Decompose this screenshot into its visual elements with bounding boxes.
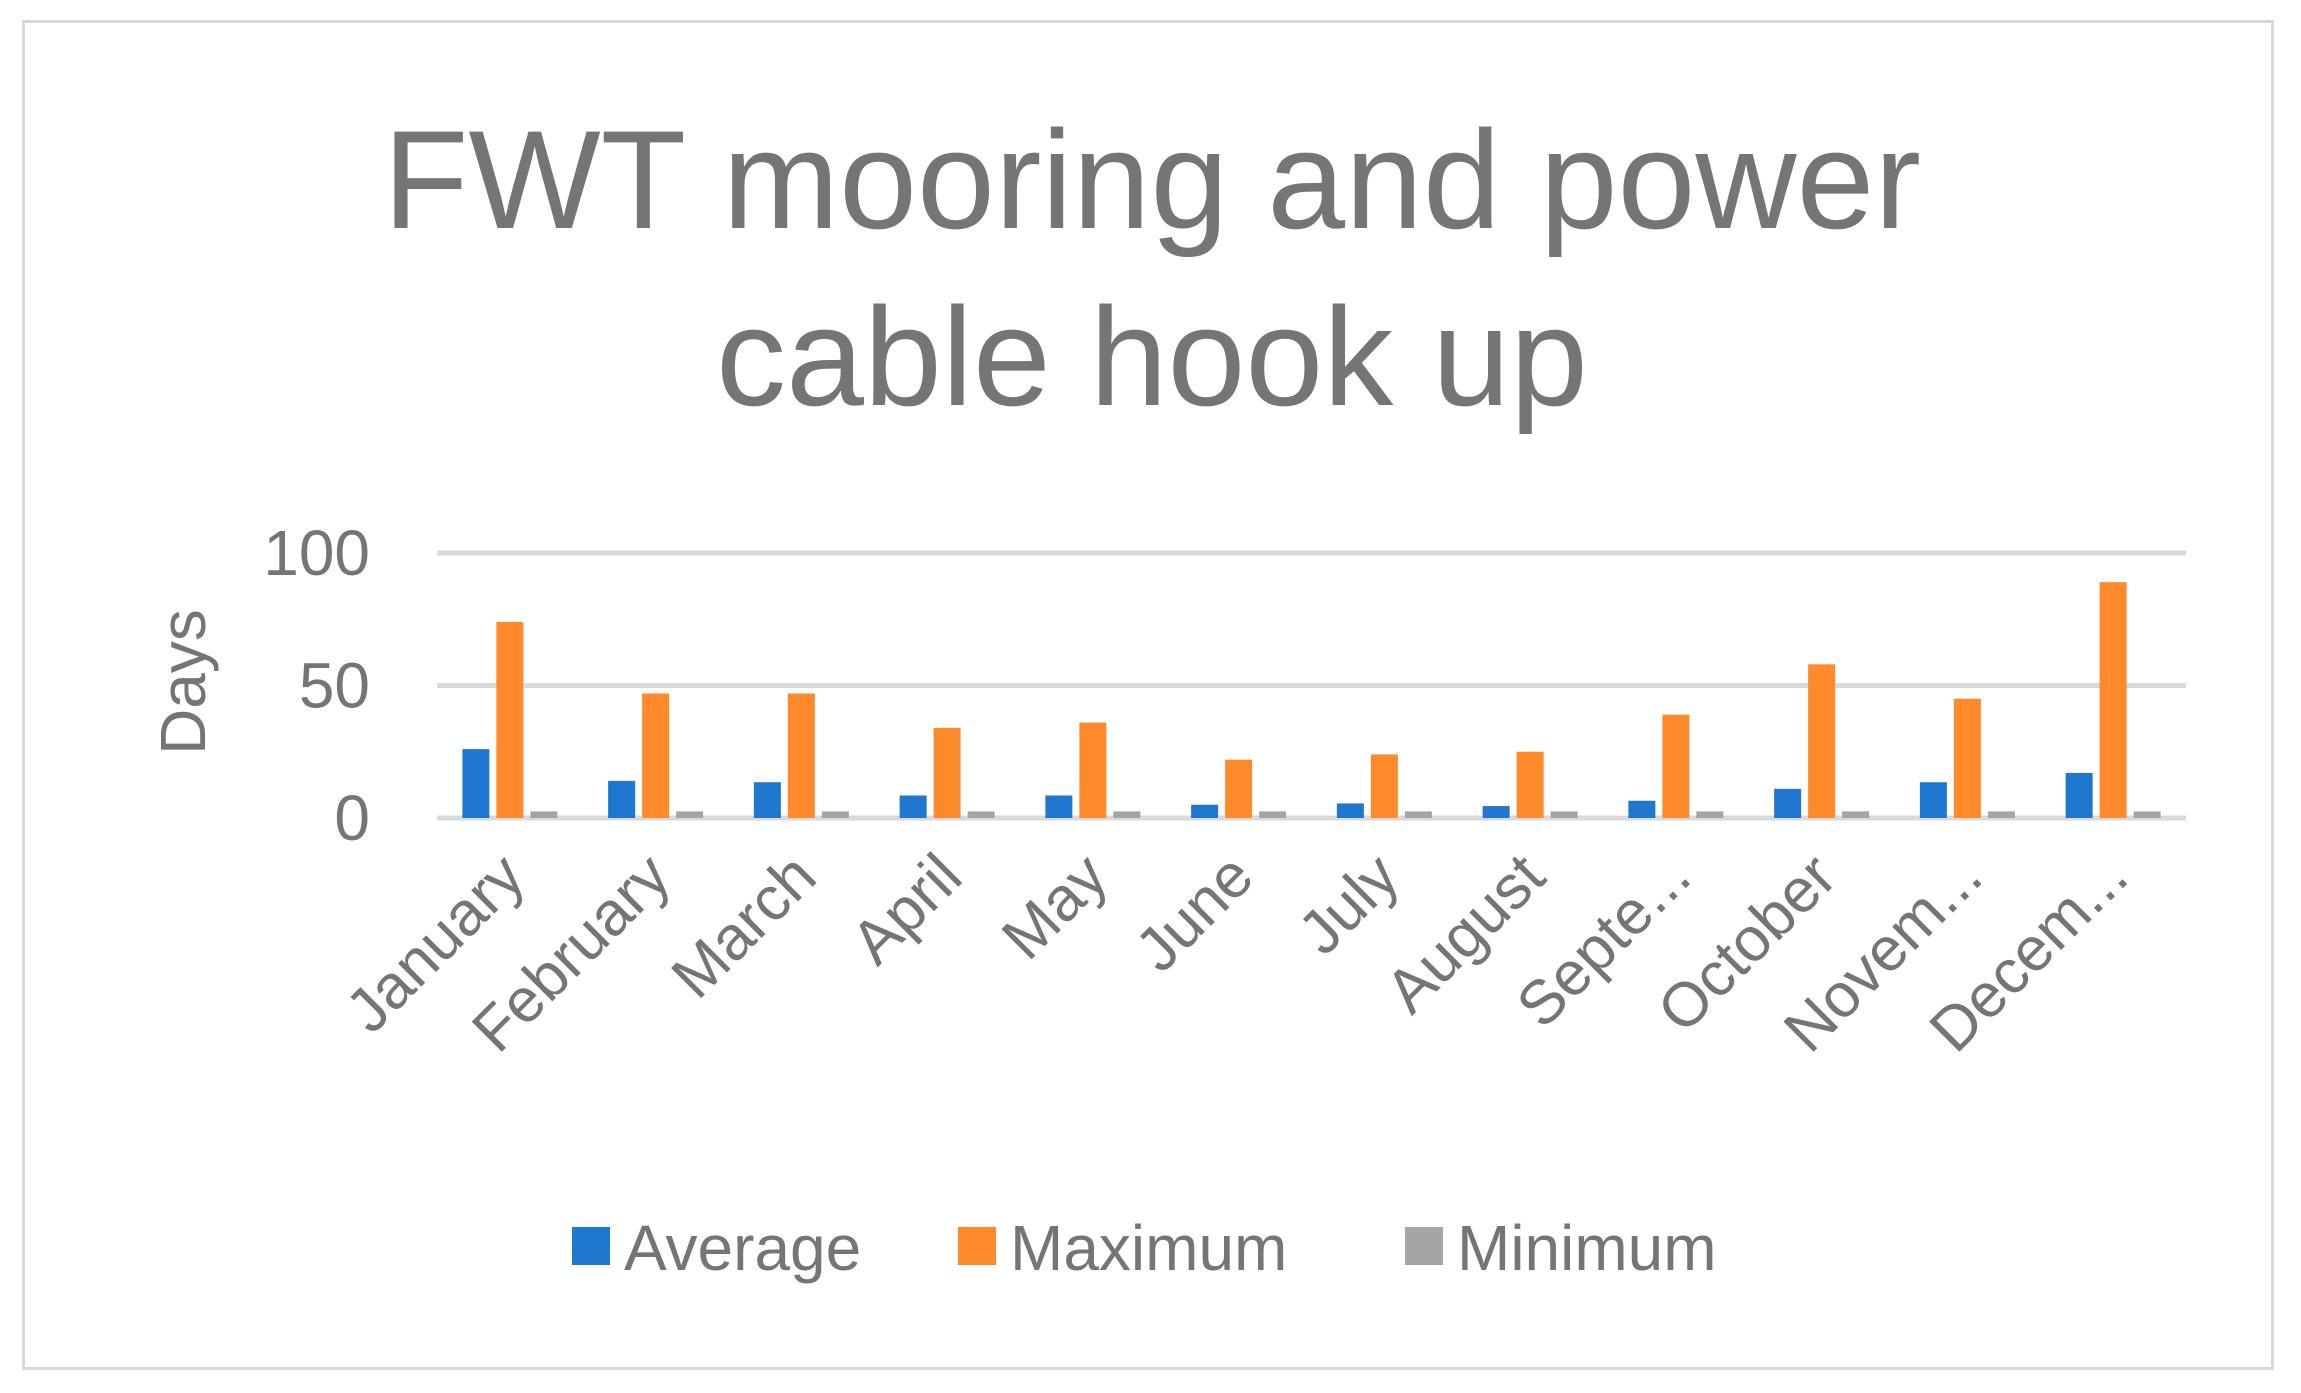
bar-minimum-9	[1696, 811, 1724, 818]
bar-maximum-10	[1808, 664, 1836, 818]
bar-maximum-2	[642, 693, 670, 818]
bar-minimum-12	[2133, 811, 2161, 818]
bar-average-4	[899, 795, 927, 818]
x-tick-label: May	[989, 841, 1121, 973]
bar-average-10	[1774, 788, 1802, 818]
chart-frame	[22, 20, 2274, 1370]
bar-maximum-12	[2099, 582, 2127, 818]
bar-maximum-1	[496, 621, 524, 818]
bar-average-5	[1045, 795, 1073, 818]
legend-swatch-minimum	[1405, 1227, 1443, 1265]
bar-minimum-11	[1987, 811, 2015, 818]
legend-swatch-average	[572, 1227, 610, 1265]
legend: Average Maximum Minimum	[572, 1212, 1717, 1284]
bar-average-8	[1482, 806, 1510, 818]
bar-maximum-11	[1953, 698, 1981, 818]
bar-average-7	[1336, 803, 1364, 818]
bar-average-11	[1919, 782, 1947, 818]
x-tick-label: March	[659, 841, 830, 1012]
bar-minimum-2	[676, 811, 704, 818]
y-tick-label: 0	[334, 782, 370, 854]
chart-title-line-2: cable hook up	[716, 278, 1588, 435]
y-tick-label: 50	[299, 650, 370, 722]
bars	[462, 582, 2161, 818]
bar-maximum-7	[1370, 754, 1398, 818]
x-tick-label: June	[1123, 841, 1267, 985]
chart-title-line-1: FWT mooring and power	[383, 101, 1921, 258]
gridlines	[437, 550, 2186, 821]
bar-maximum-9	[1662, 714, 1690, 818]
bar-minimum-7	[1404, 811, 1432, 818]
bar-minimum-5	[1113, 811, 1141, 818]
y-tick-label: 100	[263, 517, 370, 589]
bar-maximum-3	[787, 693, 815, 818]
bar-minimum-6	[1259, 811, 1287, 818]
chart-title: FWT mooring and power cable hook up	[383, 101, 1921, 435]
bar-maximum-6	[1225, 759, 1253, 818]
bar-minimum-3	[821, 811, 849, 818]
legend-label-minimum: Minimum	[1457, 1212, 1717, 1284]
bar-minimum-10	[1842, 811, 1870, 818]
bar-average-6	[1191, 804, 1219, 818]
bar-average-1	[462, 749, 490, 818]
bar-minimum-8	[1550, 811, 1578, 818]
bar-maximum-5	[1079, 722, 1107, 818]
bar-average-12	[2065, 772, 2093, 818]
bar-average-2	[608, 780, 636, 818]
legend-swatch-maximum	[958, 1227, 996, 1265]
y-axis-ticks: 0 50 100	[263, 517, 370, 854]
legend-label-maximum: Maximum	[1010, 1212, 1287, 1284]
bar-average-3	[753, 782, 781, 818]
bar-average-9	[1628, 800, 1656, 818]
bar-maximum-8	[1516, 751, 1544, 818]
x-tick-label: April	[839, 841, 975, 977]
bar-minimum-1	[530, 811, 558, 818]
legend-label-average: Average	[624, 1212, 861, 1284]
x-tick-label: July	[1286, 841, 1413, 968]
bar-maximum-4	[933, 727, 961, 818]
bar-minimum-4	[967, 811, 995, 818]
y-axis-label: Days	[147, 609, 219, 755]
